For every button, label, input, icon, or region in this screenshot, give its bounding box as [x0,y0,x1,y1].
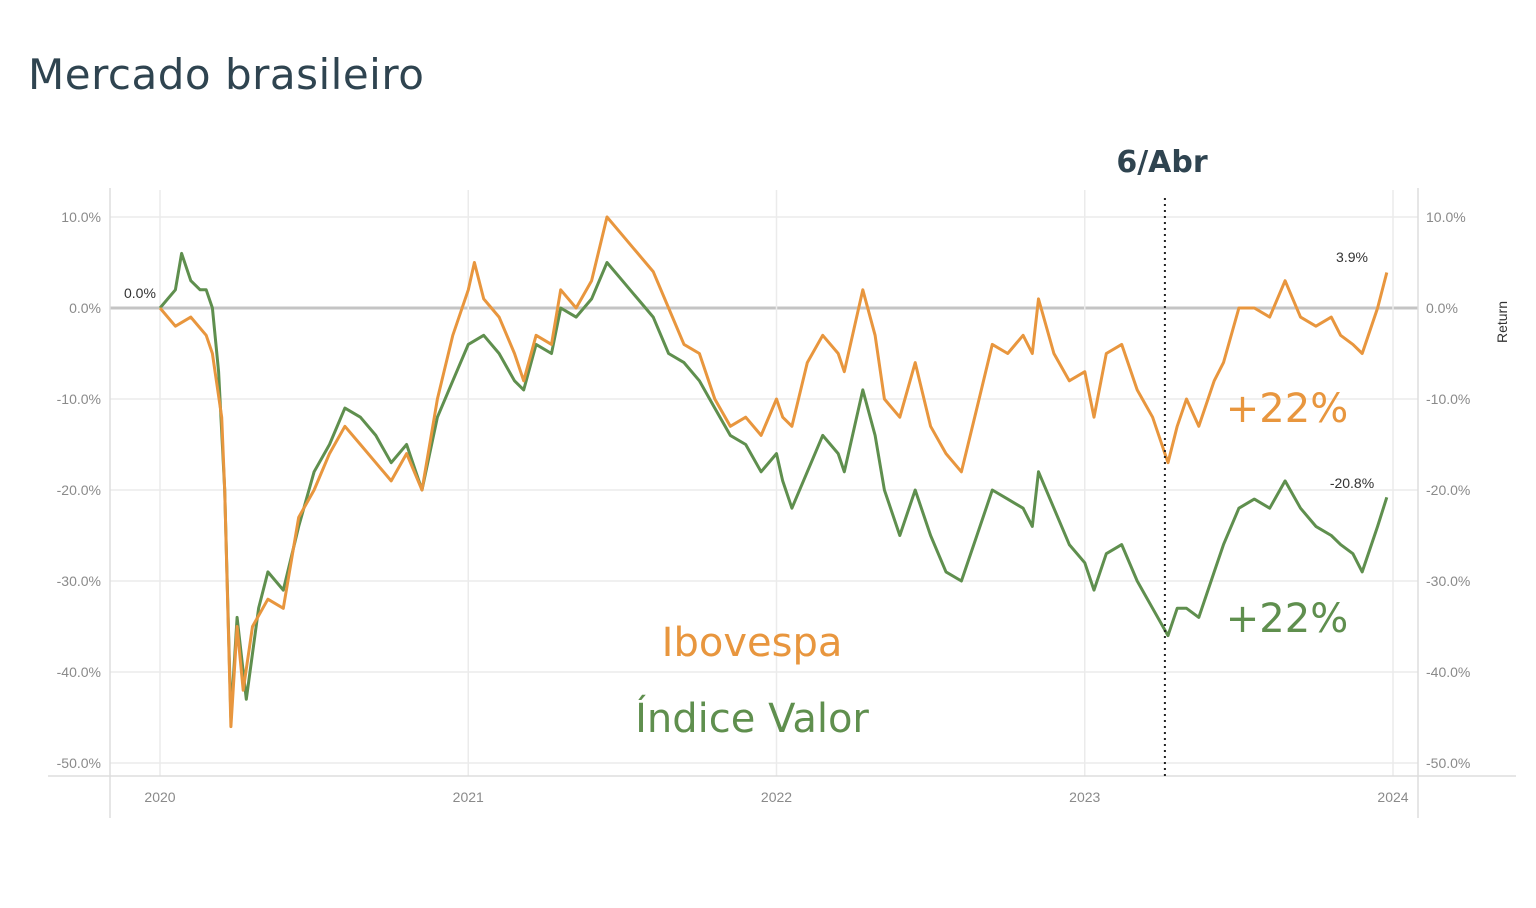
ibovespa-gain-annotation: +22% [1226,386,1348,432]
legend-indice-valor: Índice Valor [635,694,869,742]
y-tick-label-right: 0.0% [1426,300,1458,316]
indice-valor-end-label: -20.8% [1330,475,1374,491]
gridlines [110,190,1418,776]
chart-title: Mercado brasileiro [28,50,425,99]
x-tick-label: 2022 [761,789,792,805]
y-tick-label-left: -50.0% [57,755,101,771]
x-tick-label: 2020 [144,789,175,805]
y-tick-label-right: -20.0% [1426,482,1470,498]
series-lines [158,198,1389,778]
x-tick-label: 2021 [453,789,484,805]
y-tick-label-left: 0.0% [69,300,101,316]
y-tick-label-left: -30.0% [57,573,101,589]
y-tick-label-right: -30.0% [1426,573,1470,589]
x-tick-label: 2023 [1069,789,1100,805]
series-line-ibovespa [158,215,1389,729]
y-tick-label-right: -40.0% [1426,664,1470,680]
series-line-indice-valor [158,251,1389,719]
y-tick-label-left: -20.0% [57,482,101,498]
start-value-label: 0.0% [124,285,156,301]
axes: 10.0% 10.0% 0.0% 0.0% -10.0% -10.0% -20.0% -20.… [48,188,1516,818]
y-tick-label-left: -40.0% [57,664,101,680]
y-tick-label-right: -10.0% [1426,391,1470,407]
indice-valor-gain-annotation: +22% [1226,596,1348,642]
legend-ibovespa: Ibovespa [662,620,843,666]
y-tick-label-right: 10.0% [1426,209,1466,225]
ibovespa-end-label: 3.9% [1336,249,1368,265]
x-tick-label: 2024 [1377,789,1408,805]
y-tick-label-left: -10.0% [57,391,101,407]
y-tick-label-left: 10.0% [61,209,101,225]
event-label: 6/Abr [1116,145,1208,180]
y-tick-label-right: -50.0% [1426,755,1470,771]
y-axis-title: Return [1494,301,1510,343]
